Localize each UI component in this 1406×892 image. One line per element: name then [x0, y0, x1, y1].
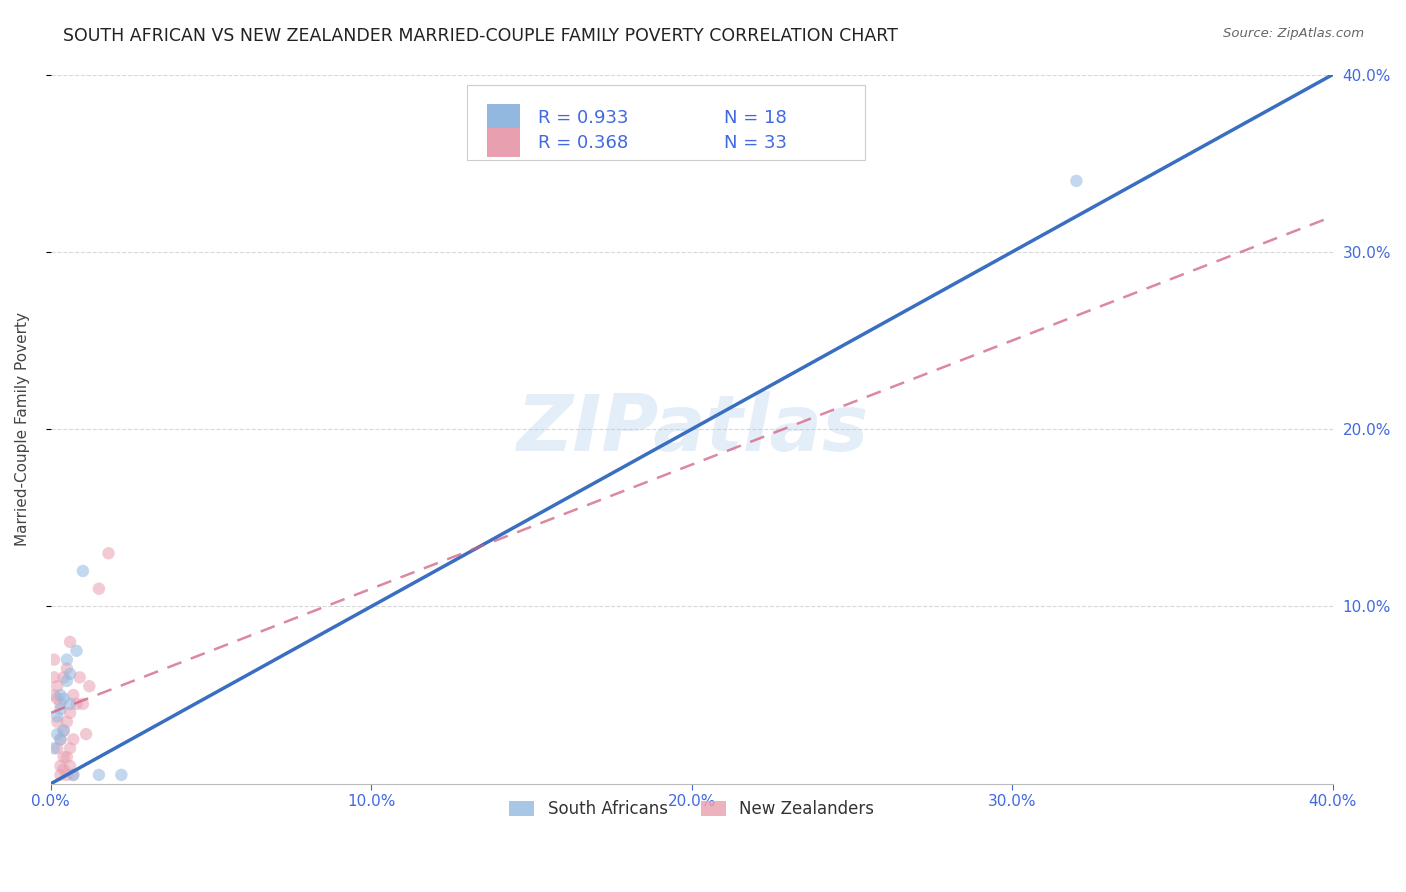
Point	[87, 582, 110, 596]
Text: N = 18: N = 18	[724, 110, 786, 128]
FancyBboxPatch shape	[486, 128, 520, 157]
Point	[42, 688, 65, 702]
Point	[72, 564, 94, 578]
Point	[52, 723, 75, 738]
Point	[56, 750, 79, 764]
Point	[1066, 174, 1088, 188]
Point	[59, 666, 82, 681]
Point	[46, 709, 69, 723]
Point	[62, 732, 84, 747]
Point	[49, 759, 72, 773]
Point	[42, 670, 65, 684]
Point	[52, 691, 75, 706]
Point	[59, 635, 82, 649]
Point	[62, 768, 84, 782]
Text: SOUTH AFRICAN VS NEW ZEALANDER MARRIED-COUPLE FAMILY POVERTY CORRELATION CHART: SOUTH AFRICAN VS NEW ZEALANDER MARRIED-C…	[63, 27, 898, 45]
Point	[49, 768, 72, 782]
Point	[59, 741, 82, 756]
Point	[75, 727, 97, 741]
FancyBboxPatch shape	[467, 85, 865, 160]
Point	[97, 546, 120, 560]
Text: N = 33: N = 33	[724, 134, 787, 152]
Legend: South Africans, New Zealanders: South Africans, New Zealanders	[502, 794, 882, 825]
Text: R = 0.933: R = 0.933	[538, 110, 628, 128]
Point	[49, 702, 72, 716]
Point	[65, 697, 87, 711]
Text: Source: ZipAtlas.com: Source: ZipAtlas.com	[1223, 27, 1364, 40]
Point	[42, 741, 65, 756]
Point	[49, 732, 72, 747]
Text: ZIPatlas: ZIPatlas	[516, 391, 868, 467]
Point	[52, 670, 75, 684]
Point	[59, 759, 82, 773]
Point	[72, 697, 94, 711]
Point	[56, 768, 79, 782]
FancyBboxPatch shape	[486, 104, 520, 133]
Point	[59, 706, 82, 720]
Point	[65, 644, 87, 658]
Point	[42, 652, 65, 666]
Y-axis label: Married-Couple Family Poverty: Married-Couple Family Poverty	[15, 312, 30, 546]
Point	[110, 768, 132, 782]
Text: R = 0.368: R = 0.368	[538, 134, 628, 152]
Point	[56, 661, 79, 675]
Point	[62, 688, 84, 702]
Point	[49, 697, 72, 711]
Point	[46, 714, 69, 729]
Point	[56, 714, 79, 729]
Point	[56, 673, 79, 688]
Point	[79, 679, 101, 693]
Point	[49, 688, 72, 702]
Point	[52, 763, 75, 777]
Point	[56, 652, 79, 666]
Point	[69, 670, 91, 684]
Point	[49, 732, 72, 747]
Point	[46, 727, 69, 741]
Point	[46, 679, 69, 693]
Point	[52, 750, 75, 764]
Point	[62, 768, 84, 782]
Point	[46, 741, 69, 756]
Point	[46, 691, 69, 706]
Point	[59, 697, 82, 711]
Point	[52, 723, 75, 738]
Point	[87, 768, 110, 782]
